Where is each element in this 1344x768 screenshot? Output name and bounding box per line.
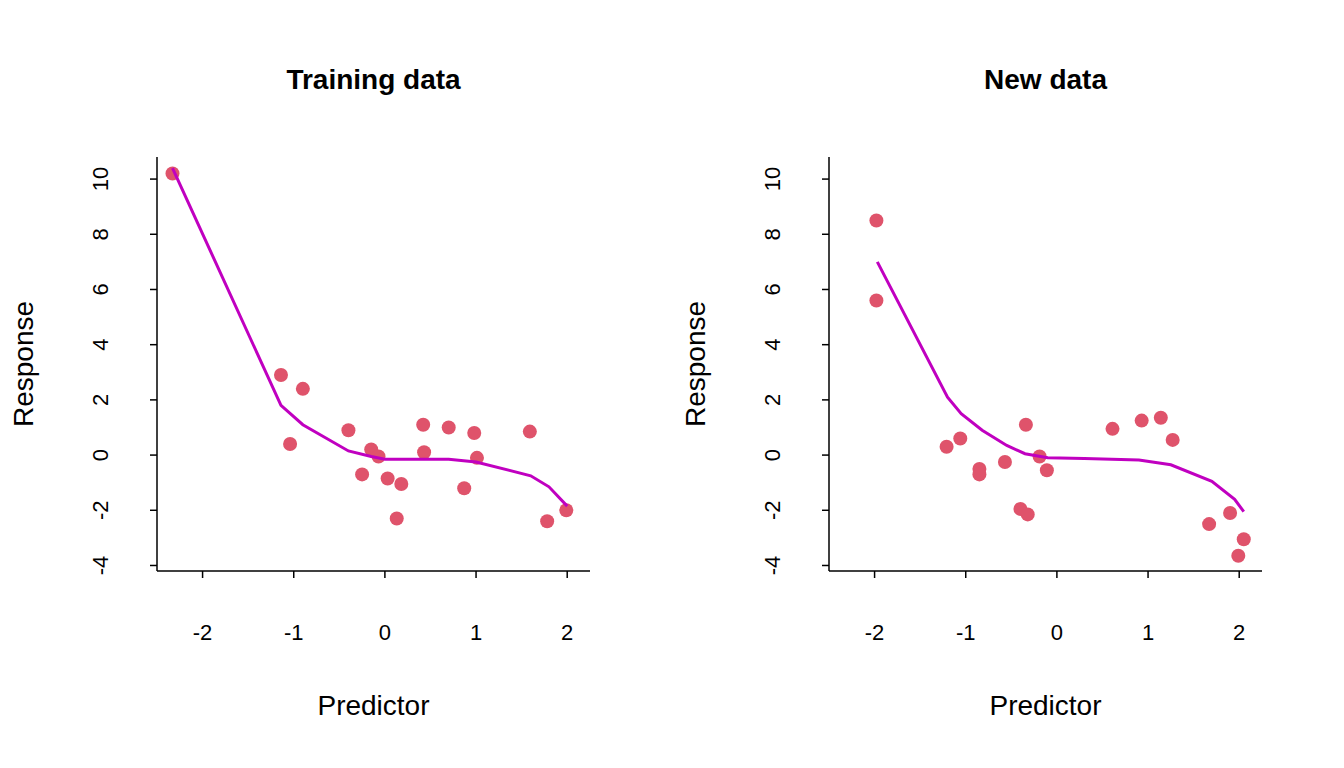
svg-text:-4: -4 xyxy=(88,556,113,576)
svg-text:-1: -1 xyxy=(284,620,304,645)
html-text:New data: New data xyxy=(984,64,1107,95)
svg-text:1: 1 xyxy=(470,620,482,645)
html-text:Response: Response xyxy=(8,301,39,427)
html-text:Training data: Training data xyxy=(286,64,461,95)
svg-text:4: 4 xyxy=(88,339,113,351)
svg-text:1: 1 xyxy=(1142,620,1154,645)
svg-text:0: 0 xyxy=(1051,620,1063,645)
svg-text:0: 0 xyxy=(379,620,391,645)
svg-text:0: 0 xyxy=(88,449,113,461)
svg-text:6: 6 xyxy=(760,283,785,295)
svg-text:4: 4 xyxy=(760,339,785,351)
svg-text:2: 2 xyxy=(760,394,785,406)
svg-text:-1: -1 xyxy=(956,620,976,645)
html-text:Predictor: Predictor xyxy=(989,690,1102,721)
svg-text:2: 2 xyxy=(88,394,113,406)
svg-text:-2: -2 xyxy=(88,500,113,520)
svg-text:-2: -2 xyxy=(760,500,785,520)
svg-text:2: 2 xyxy=(561,620,573,645)
svg-text:8: 8 xyxy=(88,228,113,240)
svg-text:0: 0 xyxy=(760,449,785,461)
svg-text:2: 2 xyxy=(1233,620,1245,645)
svg-text:-2: -2 xyxy=(193,620,213,645)
svg-text:-4: -4 xyxy=(760,556,785,576)
html-text:Predictor: Predictor xyxy=(317,690,430,721)
svg-text:10: 10 xyxy=(760,167,785,191)
svg-text:-2: -2 xyxy=(865,620,885,645)
svg-text:8: 8 xyxy=(760,228,785,240)
html-text:Response: Response xyxy=(680,301,711,427)
svg-text:10: 10 xyxy=(88,167,113,191)
svg-text:6: 6 xyxy=(88,283,113,295)
